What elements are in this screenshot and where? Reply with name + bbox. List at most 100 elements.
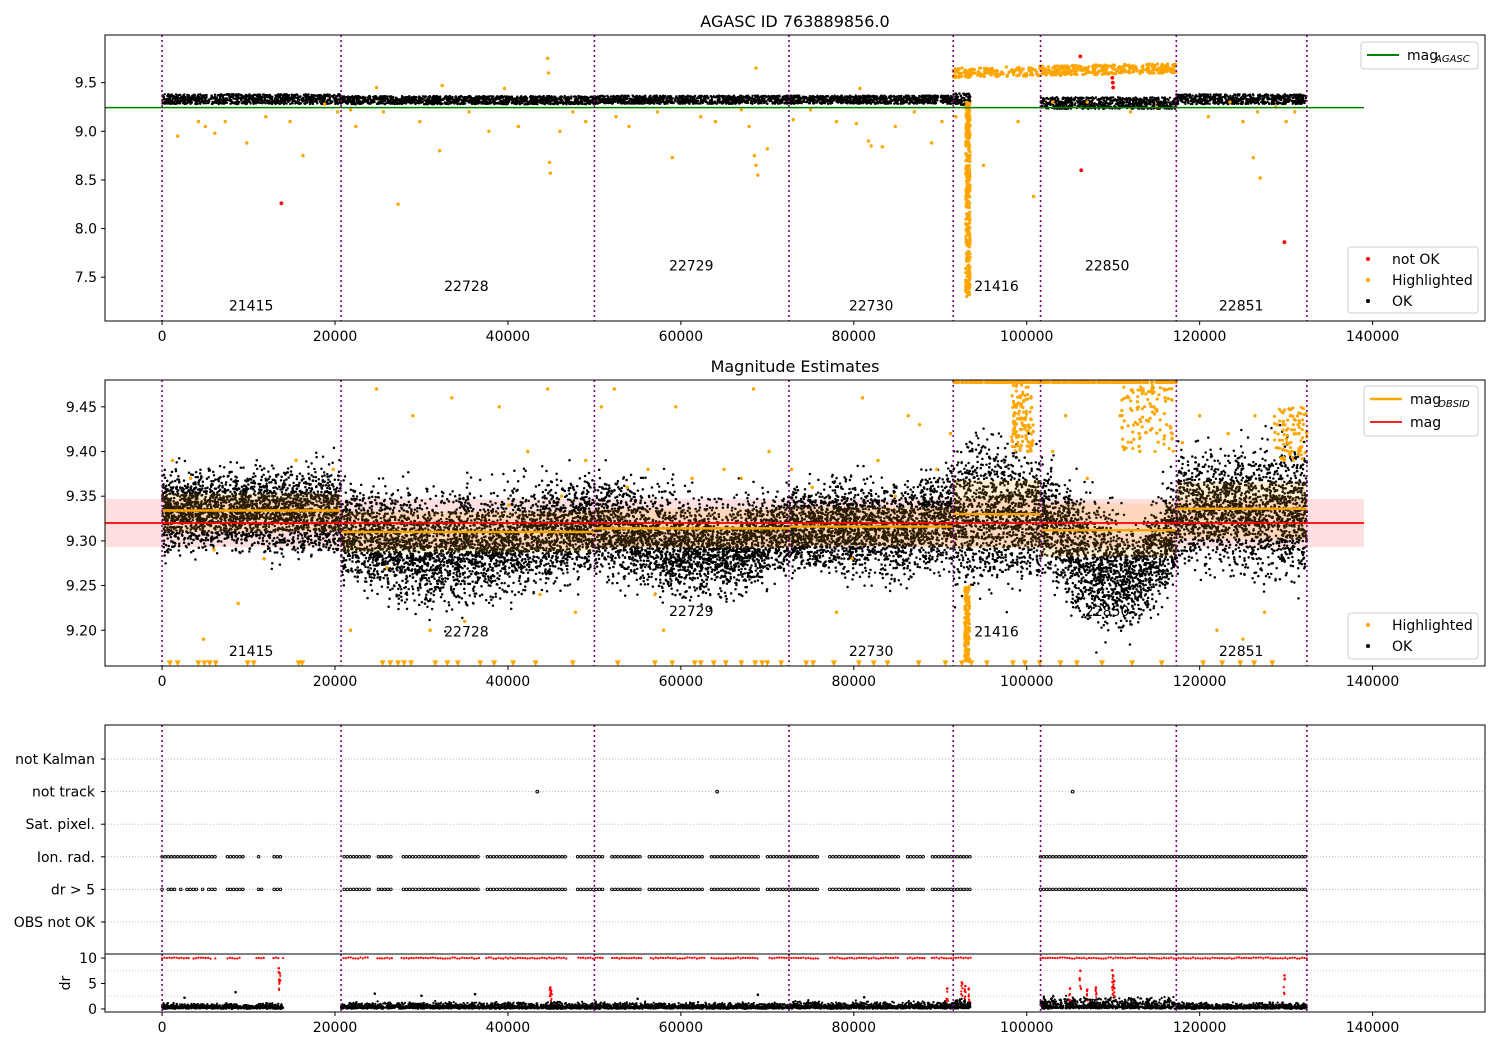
- ok-point: [846, 100, 850, 104]
- ok-point: [527, 102, 531, 106]
- ok-point: [546, 99, 549, 102]
- ok-point: [1143, 96, 1147, 100]
- ok-point: [660, 97, 663, 101]
- ok-point: [497, 95, 501, 99]
- ok-point: [715, 102, 719, 105]
- ok-point: [254, 100, 258, 104]
- ok-point: [1083, 99, 1086, 103]
- ok-point: [275, 94, 279, 97]
- ok-point: [248, 95, 252, 98]
- ok-point: [876, 102, 880, 105]
- ok-point: [226, 99, 229, 102]
- ok-point: [197, 93, 200, 96]
- ok-point: [195, 96, 198, 99]
- ok-point: [1116, 99, 1119, 102]
- ok-point: [794, 101, 798, 104]
- ok-point: [701, 101, 704, 104]
- ok-point: [346, 101, 350, 105]
- ok-point: [596, 96, 599, 100]
- ok-point: [375, 102, 379, 106]
- ok-point: [225, 93, 228, 96]
- ok-point: [468, 98, 472, 102]
- ok-point: [493, 99, 496, 103]
- ok-point: [890, 99, 893, 102]
- ok-point: [674, 96, 678, 99]
- ok-point: [441, 98, 445, 102]
- ok-point: [960, 99, 964, 103]
- ok-point: [655, 94, 658, 97]
- ok-point: [917, 99, 920, 102]
- ok-point: [423, 102, 426, 106]
- ok-point: [694, 100, 697, 104]
- ok-point: [879, 99, 882, 102]
- ok-point: [752, 97, 756, 101]
- ok-point: [308, 100, 311, 104]
- ok-point: [445, 102, 448, 105]
- ok-point: [1251, 93, 1255, 96]
- ok-point: [657, 101, 661, 105]
- ok-point: [768, 98, 772, 102]
- ok-point: [790, 98, 793, 101]
- ok-point: [809, 95, 812, 98]
- ok-point: [588, 102, 592, 106]
- ok-point: [234, 100, 237, 104]
- ok-point: [188, 96, 191, 99]
- ok-point: [567, 95, 570, 99]
- ok-point: [822, 101, 826, 104]
- ok-point: [963, 98, 966, 102]
- ok-point: [603, 95, 607, 98]
- ok-point: [1085, 98, 1088, 101]
- ok-point: [355, 98, 359, 102]
- ok-point: [836, 95, 840, 98]
- ok-point: [411, 97, 414, 100]
- ok-point: [943, 95, 946, 99]
- ok-point: [680, 98, 684, 102]
- ok-point: [373, 97, 377, 101]
- ok-point: [651, 102, 655, 105]
- ok-point: [469, 96, 473, 99]
- ok-point: [961, 96, 965, 99]
- ok-point: [1143, 101, 1146, 105]
- ok-point: [801, 97, 804, 100]
- ok-point: [210, 97, 213, 100]
- ok-point: [813, 98, 817, 102]
- ok-point: [1155, 97, 1158, 100]
- ok-point: [439, 97, 442, 101]
- ok-point: [340, 101, 344, 105]
- ok-point: [199, 93, 202, 97]
- ok-point: [598, 101, 602, 105]
- ok-point: [826, 102, 830, 105]
- ok-point: [648, 102, 651, 105]
- ok-point: [819, 102, 822, 105]
- ok-point: [218, 98, 221, 102]
- ok-point: [628, 102, 631, 105]
- ok-point: [630, 98, 633, 101]
- ok-point: [429, 99, 432, 102]
- ok-point: [729, 95, 732, 98]
- ok-point: [618, 99, 622, 102]
- ok-point: [1072, 97, 1076, 100]
- ok-point: [931, 99, 934, 103]
- ok-point: [922, 100, 926, 103]
- ok-point: [1079, 101, 1083, 105]
- ok-point: [502, 103, 505, 106]
- ok-point: [345, 95, 348, 99]
- ok-point: [604, 101, 608, 105]
- ok-point: [207, 101, 210, 104]
- ok-point: [1295, 94, 1298, 97]
- ok-point: [323, 97, 326, 100]
- ok-point: [228, 96, 231, 99]
- ok-point: [433, 96, 437, 100]
- ok-point: [967, 97, 970, 101]
- ok-point: [397, 101, 401, 105]
- ok-point: [315, 94, 318, 97]
- ok-point: [533, 98, 536, 101]
- ok-point: [823, 99, 826, 102]
- ok-point: [682, 95, 685, 98]
- ok-point: [774, 100, 777, 103]
- ok-point: [1157, 100, 1161, 104]
- ok-point: [908, 102, 911, 105]
- ok-point: [335, 98, 338, 102]
- ok-point: [596, 102, 599, 105]
